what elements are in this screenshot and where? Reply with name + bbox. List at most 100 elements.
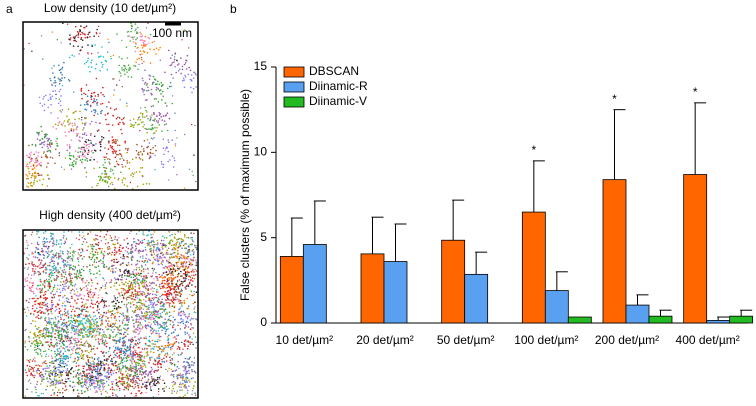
dot	[87, 331, 89, 333]
dot	[146, 83, 148, 85]
dot	[61, 382, 63, 384]
dot	[69, 319, 72, 322]
dot	[51, 84, 53, 87]
dot	[95, 287, 97, 290]
dot	[143, 140, 146, 142]
dot	[101, 328, 104, 331]
dot	[119, 72, 122, 74]
dot	[56, 325, 58, 328]
dot	[119, 372, 122, 374]
dot	[99, 143, 102, 146]
dot	[164, 354, 166, 357]
dot	[189, 319, 192, 321]
dot	[157, 87, 159, 90]
dot	[34, 256, 37, 259]
dot	[169, 361, 171, 364]
dot	[53, 82, 55, 84]
dot	[37, 174, 40, 177]
dot	[150, 323, 152, 326]
dot	[65, 356, 67, 358]
dot	[167, 289, 170, 292]
dot	[47, 348, 50, 351]
dot	[47, 247, 49, 250]
dot	[153, 282, 156, 285]
dot	[95, 338, 97, 341]
dot	[138, 268, 141, 271]
dot	[52, 269, 54, 272]
dot	[56, 290, 58, 293]
dot	[75, 362, 78, 364]
dot	[130, 244, 133, 247]
dot	[81, 381, 84, 384]
dot	[114, 142, 117, 145]
dot	[120, 155, 123, 157]
dot	[90, 350, 92, 353]
dot	[105, 315, 107, 318]
dot	[178, 348, 181, 350]
dot	[116, 299, 119, 302]
dot	[34, 171, 36, 173]
dot	[69, 255, 72, 258]
dot	[74, 322, 76, 325]
dot	[55, 308, 58, 311]
dot	[162, 138, 165, 140]
dot	[51, 31, 54, 33]
dot	[84, 378, 86, 381]
dot	[130, 174, 132, 176]
dot	[117, 178, 119, 181]
dot	[155, 330, 157, 332]
dot	[161, 326, 163, 328]
dot	[195, 263, 198, 265]
dot	[91, 376, 94, 379]
dot	[76, 352, 79, 355]
dot	[84, 132, 86, 134]
dot	[26, 364, 29, 367]
dot	[167, 338, 170, 340]
dot	[75, 163, 77, 165]
dot	[44, 319, 46, 322]
dot	[53, 76, 56, 78]
dot	[176, 366, 179, 368]
dot	[64, 350, 67, 353]
dot	[114, 247, 117, 249]
dot	[124, 365, 127, 367]
dot	[192, 77, 195, 79]
dot	[94, 382, 96, 385]
dot	[89, 70, 91, 73]
dot	[81, 146, 83, 149]
dot	[89, 159, 91, 161]
dot	[66, 369, 68, 372]
dot	[74, 36, 76, 38]
dot	[50, 280, 53, 283]
dot	[40, 316, 43, 319]
dot	[106, 328, 109, 331]
dot	[39, 102, 41, 105]
dot	[37, 155, 39, 157]
dot	[121, 163, 123, 166]
dot	[132, 271, 134, 273]
dot	[174, 112, 176, 114]
dot	[93, 320, 95, 322]
dot	[177, 346, 180, 348]
dot	[60, 166, 63, 168]
dot	[84, 167, 86, 169]
dot	[59, 340, 61, 343]
dot	[111, 313, 113, 315]
dot	[167, 336, 169, 338]
dot	[70, 168, 73, 170]
dot	[75, 275, 78, 278]
dot	[54, 352, 56, 355]
dot	[80, 330, 83, 332]
dot	[70, 273, 73, 276]
dot	[43, 335, 45, 338]
dot	[156, 246, 158, 249]
dot	[145, 27, 148, 29]
dot	[166, 278, 169, 281]
dot	[152, 316, 154, 319]
dot	[125, 46, 128, 48]
dot	[72, 265, 75, 267]
dot	[118, 79, 121, 81]
dot	[152, 281, 154, 284]
dot	[103, 364, 105, 366]
dot	[147, 145, 149, 148]
